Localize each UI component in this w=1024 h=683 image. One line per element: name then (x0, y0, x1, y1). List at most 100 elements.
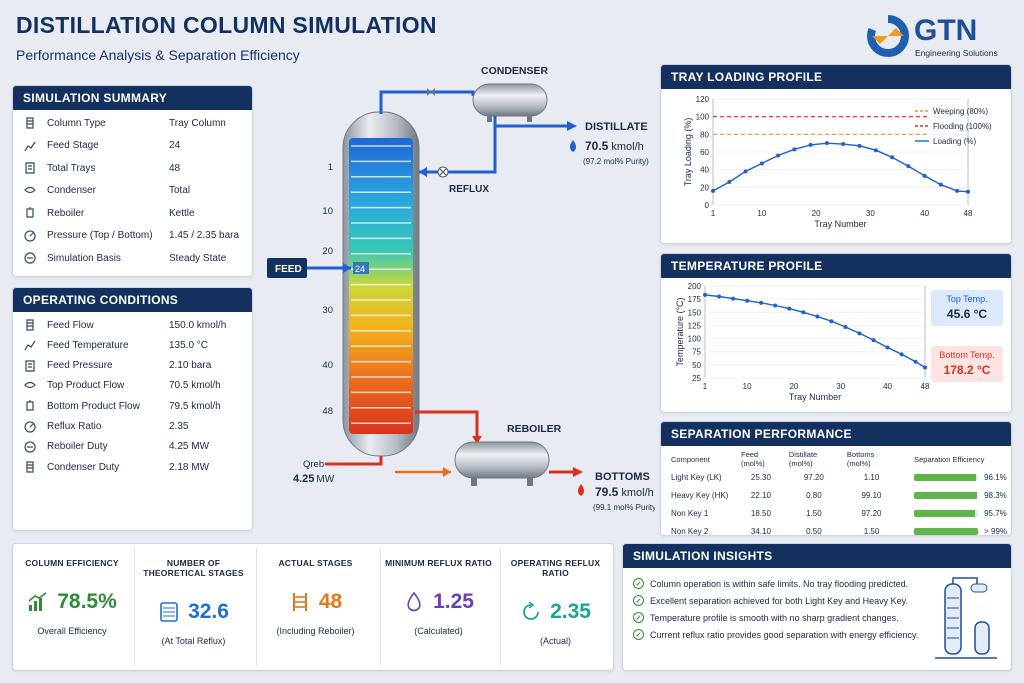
table-cell: 97.20 (803, 472, 824, 482)
operating-row-label: Reboiler Duty (47, 441, 108, 453)
operating-row: Feed Pressure 2.10 bara (23, 359, 211, 373)
y-tick-label: 200 (688, 282, 702, 291)
column-efficiency-card: COLUMN EFFICIENCY 78.5% Overall Efficiency (14, 548, 130, 666)
kpi-title: MINIMUM REFLUX RATIO (385, 558, 492, 568)
table-header-cell: Component (671, 454, 710, 464)
panel-title: OPERATING CONDITIONS (13, 288, 252, 312)
operating-row-icon (23, 379, 37, 393)
summary-row: Pressure (Top / Bottom) 1.45 / 2.35 bara (23, 229, 239, 243)
summary-row-icon (23, 139, 37, 153)
qreb-value: 4.25 MW (293, 473, 335, 485)
efficiency-track (914, 473, 979, 481)
data-point (857, 331, 862, 336)
kpi-title: COLUMN EFFICIENCY (25, 558, 119, 568)
bottom-temp-card: Bottom Temp. 178.2 °C (931, 346, 1003, 382)
data-point (966, 189, 970, 194)
distillate-purity: (97.2 mol% Purity) (583, 157, 649, 166)
top-temp-value: 45.6 °C (946, 307, 988, 321)
bottoms-draw-line (415, 410, 479, 442)
data-point (808, 142, 813, 147)
kpi-value: 1.25 (433, 590, 474, 613)
kpi-value-row: 2.35 (501, 600, 610, 624)
reflux-line (419, 126, 497, 174)
operating-row-icon (23, 338, 37, 352)
panel-title: SEPARATION PERFORMANCE (661, 422, 1011, 446)
stage-label: 10 (322, 206, 333, 217)
summary-row-label: Pressure (Top / Bottom) (47, 230, 153, 241)
theoretical-stages-card: NUMBER OF THEORETICAL STAGES 32.6 (At Tota… (134, 548, 252, 666)
data-point (727, 180, 732, 185)
summary-row-value: Tray Column (169, 117, 226, 129)
table-cell: Non Key 1 (671, 508, 709, 518)
y-tick-label: 150 (688, 308, 702, 317)
y-tick-label: 75 (692, 348, 701, 357)
stage-label: 40 (322, 360, 333, 371)
droplet-icon (403, 591, 425, 613)
efficiency-fill (914, 527, 978, 535)
x-tick-label: 20 (812, 209, 821, 218)
efficiency-bar: 95.7% (914, 509, 1007, 518)
summary-row-label: Condenser (47, 185, 96, 196)
efficiency-value: 96.1% (984, 472, 1007, 482)
efficiency-fill (914, 509, 976, 517)
x-tick-label: 20 (789, 382, 798, 391)
feed-stage-badge (353, 262, 369, 274)
actual-stages-card: ACTUAL STAGES 48 (Including Reboiler) (256, 548, 374, 666)
bottoms-purity: (99.1 mol% Purity) (593, 503, 655, 512)
operating-row-icon (23, 318, 37, 332)
summary-row-icon (23, 251, 37, 265)
y-tick-label: 100 (688, 335, 702, 344)
data-point (801, 310, 806, 315)
data-point (871, 338, 876, 343)
kpi-title: NUMBER OF THEORETICAL STAGES (143, 558, 244, 578)
table-cell: 18.50 (750, 508, 771, 518)
efficiency-cell: > 99% (900, 522, 1011, 540)
operating-row: Top Product Flow 70.5 kmol/h (23, 379, 221, 393)
condenser-vessel (472, 83, 548, 117)
tray-loading-chart: 0 20 40 60 80 100 120 1 10 20 30 40 48 Tray Number Tra… (683, 95, 992, 229)
efficiency-bar: 96.1% (914, 473, 1007, 482)
kpi-subtitle: (At Total Reflux) (161, 636, 226, 646)
kpi-value-row: 32.6 (135, 600, 252, 624)
kpi-subtitle: Overall Efficiency (37, 626, 107, 636)
x-tick-label: 48 (964, 209, 973, 218)
table-cell: 1.10 (863, 472, 880, 482)
data-point (841, 142, 846, 147)
operating-row-label: Feed Temperature (47, 339, 129, 351)
x-axis-label: Tray Number (789, 392, 841, 402)
data-point (922, 173, 927, 178)
kpi-value-row: 78.5% (14, 590, 130, 614)
data-point (824, 141, 829, 146)
kpi-title: OPERATING REFLUX RATIO (510, 558, 601, 578)
data-point (731, 296, 736, 301)
y-axis-label: Tray Loading (%) (683, 118, 693, 187)
data-point (890, 155, 895, 160)
operating-row-icon (23, 420, 37, 434)
summary-row: Condenser Total (23, 184, 190, 198)
x-tick-label: 10 (743, 382, 752, 391)
table-cell: 97.20 (861, 508, 882, 518)
distillate-flow: 70.5 kmol/h (585, 139, 644, 153)
feed-label: FEED (275, 264, 302, 275)
table-cell: 1.50 (806, 508, 822, 518)
bottoms-label: BOTTOMS (595, 471, 650, 483)
legend-label: Flooding (100%) (933, 122, 992, 131)
data-point (857, 143, 862, 148)
check-icon: ✓ (633, 612, 644, 623)
operating-row: Reboiler Duty 4.25 MW (23, 440, 209, 454)
table-row: Non Key 1 18.50 1.50 97.20 95.7% (667, 504, 1011, 522)
table-cell: Non Key 2 (671, 526, 709, 536)
data-point (759, 300, 764, 305)
summary-row-value: 1.45 / 2.35 bara (169, 230, 240, 241)
tray-loading-panel: TRAY LOADING PROFILE 0 20 40 60 80 100 120 1 10 2… (660, 64, 1012, 244)
table-header-cell: Separation Efficiency (914, 454, 985, 464)
efficiency-cell: 95.7% (900, 504, 1011, 522)
logo-mark-icon (867, 15, 909, 57)
series-line (704, 294, 926, 369)
efficiency-value: > 99% (984, 526, 1007, 536)
column-trays (351, 145, 411, 424)
y-tick-label: 40 (700, 166, 709, 175)
y-tick-label: 0 (705, 201, 710, 210)
process-diagram: CONDENSER REFLUX DISTILLATE 70.5 kmol/h (… (267, 65, 655, 512)
